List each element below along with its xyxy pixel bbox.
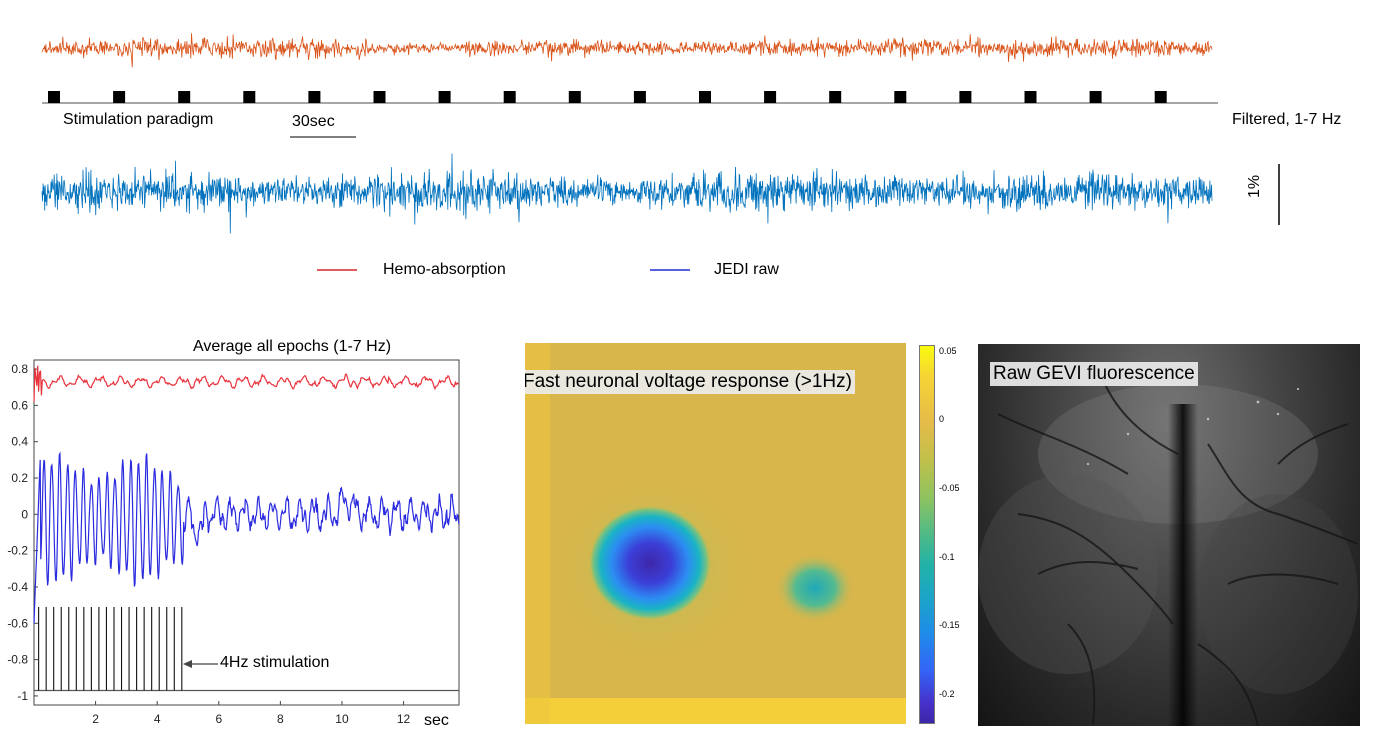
x-tick-label: 10 xyxy=(335,712,349,726)
stimulation-block xyxy=(829,91,842,103)
colorbar-tick-label: -0.15 xyxy=(939,620,960,630)
avg-chart-title: Average all epochs (1-7 Hz) xyxy=(193,338,392,355)
x-tick-label: 4 xyxy=(154,712,161,726)
stimulation-block xyxy=(48,91,60,103)
avg-hemo-line xyxy=(33,365,460,402)
stimulation-block xyxy=(178,91,191,103)
x-tick-label: 8 xyxy=(277,712,284,726)
time-scale-label: 30sec xyxy=(292,113,335,130)
colorbar-tick-label: -0.2 xyxy=(939,688,955,699)
raw-fluorescence-image: Raw GEVI fluorescence xyxy=(978,344,1360,726)
y-tick-label: -0.4 xyxy=(7,580,28,594)
stimulation-block xyxy=(1089,91,1102,103)
stimulation-block xyxy=(373,91,386,103)
y-tick-label: -1 xyxy=(17,689,28,703)
colorbar-ticks: 0.05 0 -0.05 -0.1 -0.15 -0.2 xyxy=(935,345,975,722)
stimulation-block xyxy=(438,91,451,103)
colorbar-tick-label: -0.1 xyxy=(939,551,955,562)
avg-jedi-line xyxy=(33,451,460,624)
stimulation-block xyxy=(503,91,516,103)
colorbar-tick-label: -0.05 xyxy=(939,482,960,493)
voltage-heatmap xyxy=(525,343,906,724)
y-tick-label: 0.2 xyxy=(11,471,28,485)
plot-frame xyxy=(33,359,460,706)
hemo-absorption-trace xyxy=(41,33,1213,68)
trace-line xyxy=(41,33,1213,68)
annotation-arrowhead xyxy=(183,660,192,668)
trace-line xyxy=(41,153,1213,234)
y-tick-label: -0.2 xyxy=(7,544,28,558)
stimulation-block xyxy=(959,91,972,103)
stimulation-block xyxy=(699,91,711,103)
heatmap-container: Fast neuronal voltage response (>1Hz) xyxy=(525,343,906,724)
stimulation-annotation: 4Hz stimulation xyxy=(220,654,330,671)
stimulation-block xyxy=(894,91,907,103)
secondary-response-hotspot xyxy=(775,553,855,623)
amplitude-scale-label: 1% xyxy=(1246,174,1263,198)
colorbar-tick-label: 0 xyxy=(939,414,945,425)
filtered-label: Filtered, 1-7 Hz xyxy=(1232,111,1342,128)
x-tick-label: 6 xyxy=(215,712,222,726)
x-axis-label: sec xyxy=(424,712,449,729)
x-tick-label: 2 xyxy=(92,712,99,726)
colorbar-tick-label: 0.05 xyxy=(939,345,957,356)
y-tick-label: -0.6 xyxy=(7,616,28,630)
top-traces-chart xyxy=(41,33,1280,271)
y-tick-label: -0.8 xyxy=(7,653,28,667)
y-tick-label: 0.6 xyxy=(11,398,28,412)
legend-hemo-label: Hemo-absorption xyxy=(383,261,506,278)
stimulation-block xyxy=(764,91,777,103)
primary-response-hotspot xyxy=(588,505,712,621)
y-tick-label: 0 xyxy=(21,507,28,521)
jedi-raw-trace xyxy=(41,153,1213,234)
stimulation-block xyxy=(1024,91,1037,103)
y-tick-label: 0.4 xyxy=(11,435,28,449)
average-epochs-chart: 0.8 0.6 0.4 0.2 0 -0.2 -0.4 -0.6 -0.8 -1 2 4 6 8 10 12 xyxy=(7,359,460,726)
stimulation-block xyxy=(243,91,256,103)
midline-sinus xyxy=(1168,404,1198,726)
stimulation-block xyxy=(1154,91,1167,103)
stimulation-block xyxy=(633,91,646,103)
colorbar xyxy=(919,345,935,724)
legend-jedi-label: JEDI raw xyxy=(714,261,779,278)
cortex-vessels xyxy=(978,363,1359,726)
y-tick-label: 0.8 xyxy=(11,362,28,376)
stimulation-paradigm xyxy=(42,91,1218,104)
stimulation-block xyxy=(568,91,581,103)
stimulation-block xyxy=(308,91,321,103)
x-tick-label: 12 xyxy=(397,712,411,726)
heatmap-title: Fast neuronal voltage response (>1Hz) xyxy=(525,370,855,394)
raw-image-title: Raw GEVI fluorescence xyxy=(990,362,1198,386)
stimulation-label: Stimulation paradigm xyxy=(63,111,214,128)
stimulation-block xyxy=(113,91,126,103)
